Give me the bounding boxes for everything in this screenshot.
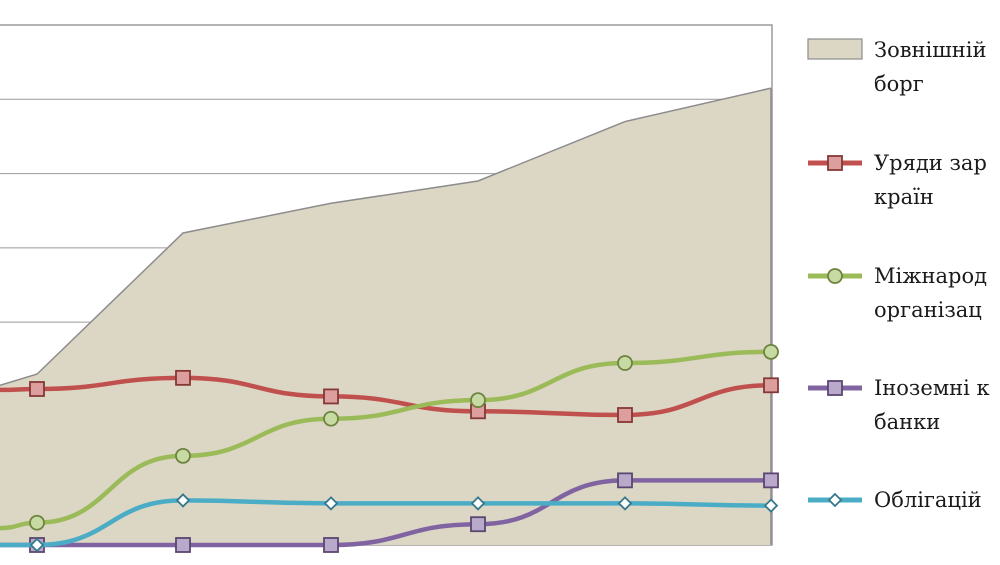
legend-label: Облігацій bbox=[874, 488, 982, 512]
legend: Зовнішній борг Уряди зар країн Міжнарод орган… bbox=[807, 38, 990, 512]
data-point bbox=[323, 388, 339, 405]
legend-label: країн bbox=[874, 185, 934, 209]
data-point bbox=[617, 472, 633, 489]
legend-marker bbox=[827, 380, 843, 396]
data-point bbox=[175, 369, 191, 386]
data-point bbox=[29, 381, 45, 397]
data-point bbox=[323, 410, 339, 427]
data-point bbox=[323, 537, 339, 553]
data-point bbox=[763, 472, 779, 489]
legend-swatch bbox=[807, 38, 863, 60]
legend-label: банки bbox=[874, 410, 940, 434]
area-outline bbox=[0, 87, 772, 387]
data-point bbox=[175, 537, 191, 553]
legend-label: Міжнарод bbox=[874, 264, 987, 288]
legend-label: Іноземні к bbox=[874, 376, 990, 400]
data-point bbox=[763, 377, 779, 394]
legend-marker bbox=[827, 268, 843, 284]
legend-label: організац bbox=[874, 298, 982, 322]
data-point bbox=[763, 343, 779, 360]
legend-item: Міжнарод організац bbox=[808, 264, 987, 322]
data-point bbox=[29, 514, 45, 531]
data-point bbox=[323, 496, 339, 511]
data-point bbox=[617, 407, 633, 423]
legend-item: Іноземні к банки bbox=[808, 376, 990, 434]
legend-marker bbox=[827, 155, 843, 171]
data-point bbox=[175, 493, 191, 508]
data-point bbox=[470, 392, 486, 409]
data-point bbox=[763, 498, 779, 513]
legend-item: Уряди зар країн bbox=[808, 151, 987, 209]
line-series-layer bbox=[0, 343, 779, 553]
data-point bbox=[29, 537, 45, 553]
legend-item: Зовнішній борг bbox=[807, 38, 987, 96]
legend-item: Облігацій bbox=[808, 488, 982, 512]
area-series-layer bbox=[0, 87, 772, 546]
data-point bbox=[470, 496, 486, 511]
legend-label: Зовнішній bbox=[874, 38, 987, 62]
data-point bbox=[470, 516, 486, 533]
legend-marker bbox=[827, 492, 843, 508]
data-point bbox=[617, 355, 633, 371]
series-line-0 bbox=[0, 375, 774, 418]
legend-label: Уряди зар bbox=[874, 151, 987, 175]
data-point bbox=[175, 447, 191, 464]
area-zovnishnii-borg bbox=[0, 88, 771, 546]
data-point bbox=[617, 496, 633, 511]
legend-label: борг bbox=[874, 72, 924, 96]
